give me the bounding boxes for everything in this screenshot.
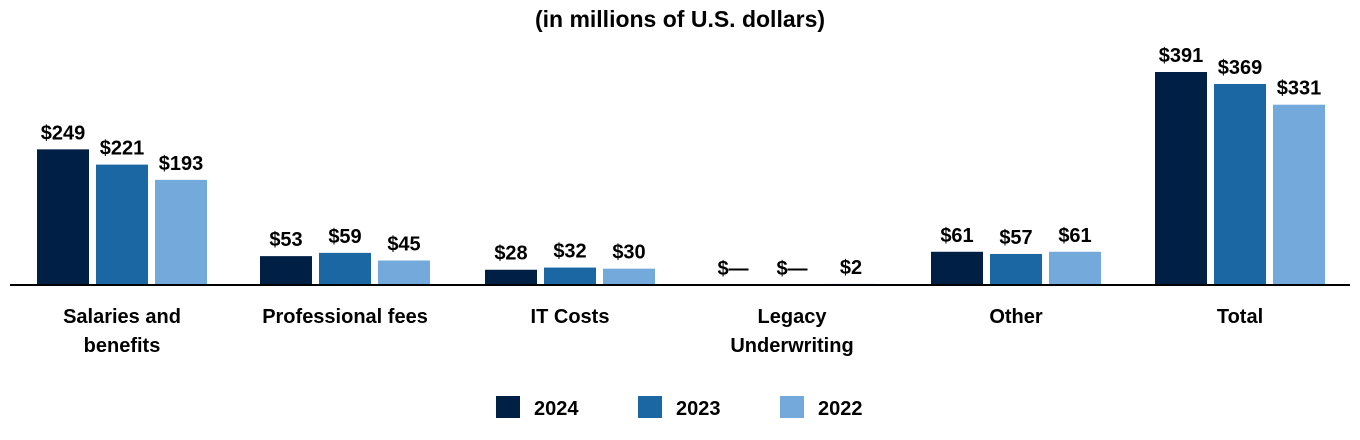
legend-swatch-2024 xyxy=(496,396,520,418)
value-label-2024-0: $249 xyxy=(41,122,86,144)
bar-2024-1 xyxy=(260,256,312,285)
value-label-2022-4: $61 xyxy=(1058,225,1091,247)
value-label-2024-4: $61 xyxy=(940,225,973,247)
bars-layer xyxy=(37,72,1325,286)
value-label-2022-2: $30 xyxy=(612,242,645,264)
category-labels-layer: Salaries and benefits Professional fees IT … xyxy=(63,306,1263,357)
legend-label-2023: 2023 xyxy=(676,398,721,420)
bar-2023-2 xyxy=(544,267,596,285)
bar-2023-0 xyxy=(96,164,148,285)
bar-2023-4 xyxy=(990,253,1042,285)
legend: 2024 2023 2022 xyxy=(496,396,863,420)
value-label-2023-5: $369 xyxy=(1218,57,1263,79)
bar-2022-0 xyxy=(155,179,207,285)
value-label-2024-1: $53 xyxy=(269,229,302,251)
bar-2024-5 xyxy=(1155,72,1207,285)
bar-2022-4 xyxy=(1049,251,1101,285)
category-label-0-0: Salaries and xyxy=(63,306,181,328)
value-label-2023-0: $221 xyxy=(100,138,145,160)
value-labels-layer: $249 $221 $193 $53 $59 $45 $28 $32 $30 $— $— $2 $61 $… xyxy=(41,45,1322,280)
bar-2024-0 xyxy=(37,149,89,285)
value-label-2022-1: $45 xyxy=(387,233,420,255)
value-label-2024-2: $28 xyxy=(494,243,527,265)
value-label-2023-4: $57 xyxy=(999,227,1032,249)
category-label-3-1: Underwriting xyxy=(730,335,853,357)
legend-swatch-2023 xyxy=(638,396,662,418)
value-label-2023-1: $59 xyxy=(328,226,361,248)
bar-2024-4 xyxy=(931,251,983,285)
category-label-1-0: Professional fees xyxy=(262,306,428,328)
value-label-2022-5: $331 xyxy=(1277,78,1322,100)
bar-2023-1 xyxy=(319,252,371,285)
legend-label-2022: 2022 xyxy=(818,398,863,420)
value-label-2023-3: $— xyxy=(776,258,807,280)
bar-2023-5 xyxy=(1214,83,1266,286)
value-label-2022-3: $2 xyxy=(840,257,862,279)
legend-swatch-2022 xyxy=(780,396,804,418)
bar-2022-2 xyxy=(603,268,655,285)
legend-label-2024: 2024 xyxy=(534,398,579,420)
value-label-2024-3: $— xyxy=(717,258,748,280)
category-label-0-1: benefits xyxy=(84,335,161,357)
bar-2022-1 xyxy=(378,260,430,285)
chart-subtitle: (in millions of U.S. dollars) xyxy=(534,6,826,32)
category-label-5-0: Total xyxy=(1217,306,1263,328)
category-label-4-0: Other xyxy=(989,306,1043,328)
category-label-3-0: Legacy xyxy=(758,306,828,328)
category-label-2-0: IT Costs xyxy=(531,306,610,328)
value-label-2023-2: $32 xyxy=(553,241,586,263)
bar-2022-5 xyxy=(1273,104,1325,285)
value-label-2024-5: $391 xyxy=(1159,45,1204,67)
bar-2024-2 xyxy=(485,269,537,285)
value-label-2022-0: $193 xyxy=(159,153,204,175)
